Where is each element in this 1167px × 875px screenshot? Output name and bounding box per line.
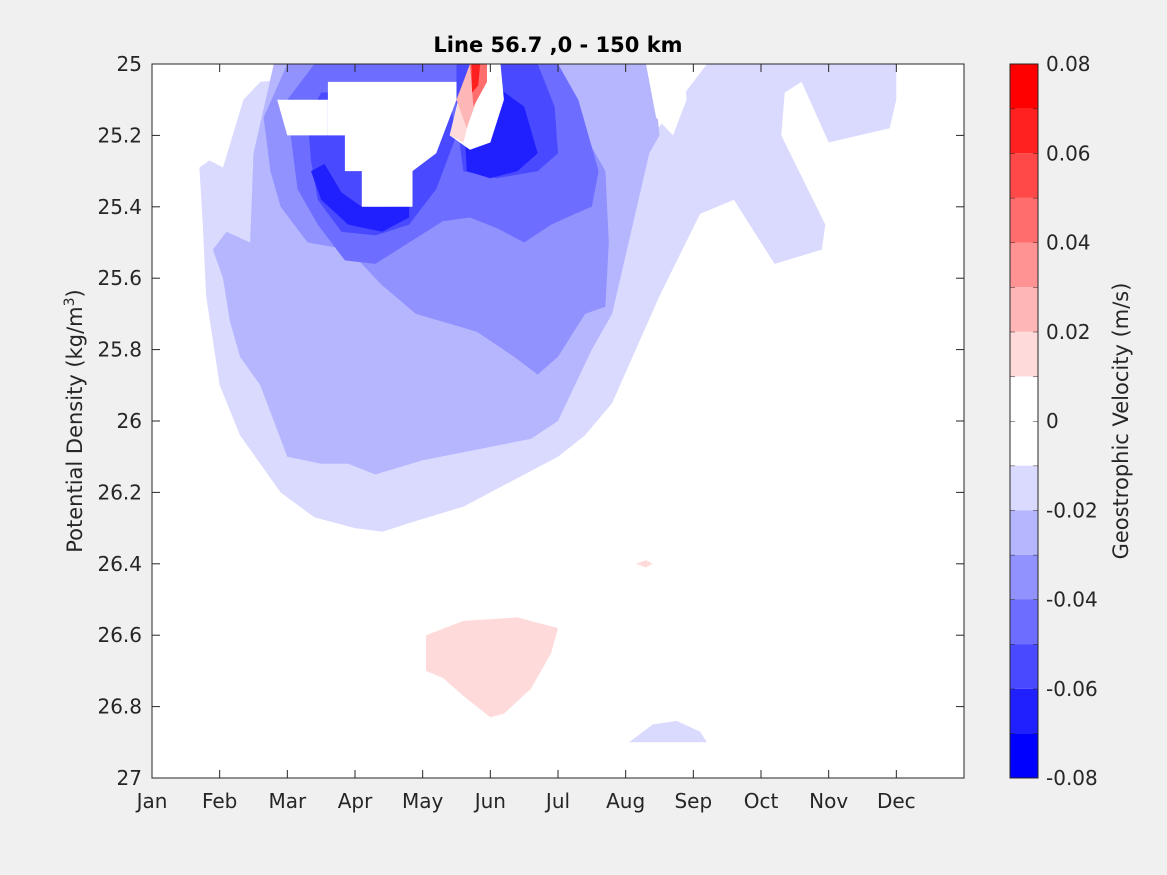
y-tick-label-10: 27 bbox=[117, 766, 142, 790]
contour-region-9 bbox=[277, 99, 328, 136]
colorbar-band-0 bbox=[1010, 733, 1038, 778]
colorbar-band-1 bbox=[1010, 688, 1038, 734]
x-tick-label-3: Apr bbox=[338, 789, 373, 813]
colorbar-tick-label-7: -0.06 bbox=[1046, 677, 1098, 701]
y-tick-label-5: 26 bbox=[117, 409, 142, 433]
colorbar-band-14 bbox=[1010, 108, 1038, 154]
colorbar-band-2 bbox=[1010, 644, 1038, 689]
x-tick-label-1: Feb bbox=[202, 789, 237, 813]
y-tick-label-2: 25.4 bbox=[97, 195, 142, 219]
y-tick-label-9: 26.8 bbox=[97, 695, 142, 719]
colorbar-band-4 bbox=[1010, 554, 1038, 600]
y-tick-label-6: 26.2 bbox=[97, 480, 142, 504]
y-axis: 25 25.2 25.4 25.6 25.8 26 26.2 26.4 26.6 26.8 27 bbox=[97, 52, 964, 790]
colorbar-band-11 bbox=[1010, 242, 1038, 288]
colorbar-band-10 bbox=[1010, 287, 1038, 332]
colorbar-band-9 bbox=[1010, 331, 1038, 377]
colorbar-tick-label-2: 0.04 bbox=[1046, 231, 1091, 255]
colorbar-frame bbox=[1009, 63, 1039, 779]
colorbar-tick-label-4: 0 bbox=[1046, 409, 1059, 433]
y-axis-label-close: ) bbox=[63, 289, 87, 297]
y-axis-label-main: Potential Density (kg/m bbox=[63, 306, 87, 552]
colorbar-band-6 bbox=[1010, 465, 1038, 511]
contour-region-11 bbox=[646, 64, 687, 136]
colorbar-band-8 bbox=[1010, 376, 1038, 421]
x-tick-label-8: Sep bbox=[674, 789, 712, 813]
contour-region-17 bbox=[635, 560, 653, 568]
x-tick-label-11: Dec bbox=[877, 789, 916, 813]
colorbar-tick-label-5: -0.02 bbox=[1046, 498, 1098, 522]
colorbar: 0.08 0.06 0.04 0.02 0 -0.02 -0.04 -0.06 -0.08 bbox=[1009, 52, 1098, 790]
x-tick-label-4: May bbox=[402, 789, 444, 813]
y-tick-label-3: 25.6 bbox=[97, 266, 142, 290]
colorbar-tick-label-0: 0.08 bbox=[1046, 52, 1091, 76]
colorbar-tick-label-6: -0.04 bbox=[1046, 588, 1098, 612]
chart-title: Line 56.7 ,0 - 150 km bbox=[433, 33, 682, 57]
contour-regions bbox=[199, 64, 897, 743]
colorbar-tick-label-8: -0.08 bbox=[1046, 766, 1098, 790]
colorbar-band-13 bbox=[1010, 153, 1038, 198]
contour-region-8 bbox=[327, 81, 457, 207]
x-tick-label-2: Mar bbox=[268, 789, 307, 813]
y-tick-label-1: 25.2 bbox=[97, 123, 142, 147]
y-axis-label-superscript: 3 bbox=[62, 297, 78, 306]
contour-region-16 bbox=[426, 617, 558, 718]
contour-region-15 bbox=[471, 64, 481, 93]
x-tick-label-7: Aug bbox=[606, 789, 645, 813]
colorbar-band-12 bbox=[1010, 197, 1038, 243]
colorbar-band-7 bbox=[1010, 421, 1038, 466]
y-tick-label-0: 25 bbox=[117, 52, 142, 76]
x-tick-label-10: Nov bbox=[809, 789, 848, 813]
y-axis-label: Potential Density (kg/m3) bbox=[62, 289, 87, 553]
x-tick-label-0: Jan bbox=[135, 789, 168, 813]
y-tick-label-8: 26.6 bbox=[97, 623, 142, 647]
x-tick-label-9: Oct bbox=[744, 789, 779, 813]
y-tick-label-4: 25.8 bbox=[97, 338, 142, 362]
contour-region-18 bbox=[629, 720, 707, 743]
colorbar-band-15 bbox=[1010, 64, 1038, 109]
colorbar-band-5 bbox=[1010, 510, 1038, 555]
colorbar-tick-label-3: 0.02 bbox=[1046, 320, 1091, 344]
x-tick-label-5: Jun bbox=[473, 789, 506, 813]
colorbar-label: Geostrophic Velocity (m/s) bbox=[1109, 283, 1133, 560]
y-tick-label-7: 26.4 bbox=[97, 552, 142, 576]
contour-region-7 bbox=[311, 164, 410, 232]
x-tick-label-6: Jul bbox=[544, 789, 570, 813]
colorbar-tick-label-1: 0.06 bbox=[1046, 141, 1091, 165]
colorbar-band-3 bbox=[1010, 599, 1038, 645]
x-axis: Jan Feb Mar Apr May Jun Jul Aug Sep Oct Nov Dec bbox=[135, 64, 916, 813]
